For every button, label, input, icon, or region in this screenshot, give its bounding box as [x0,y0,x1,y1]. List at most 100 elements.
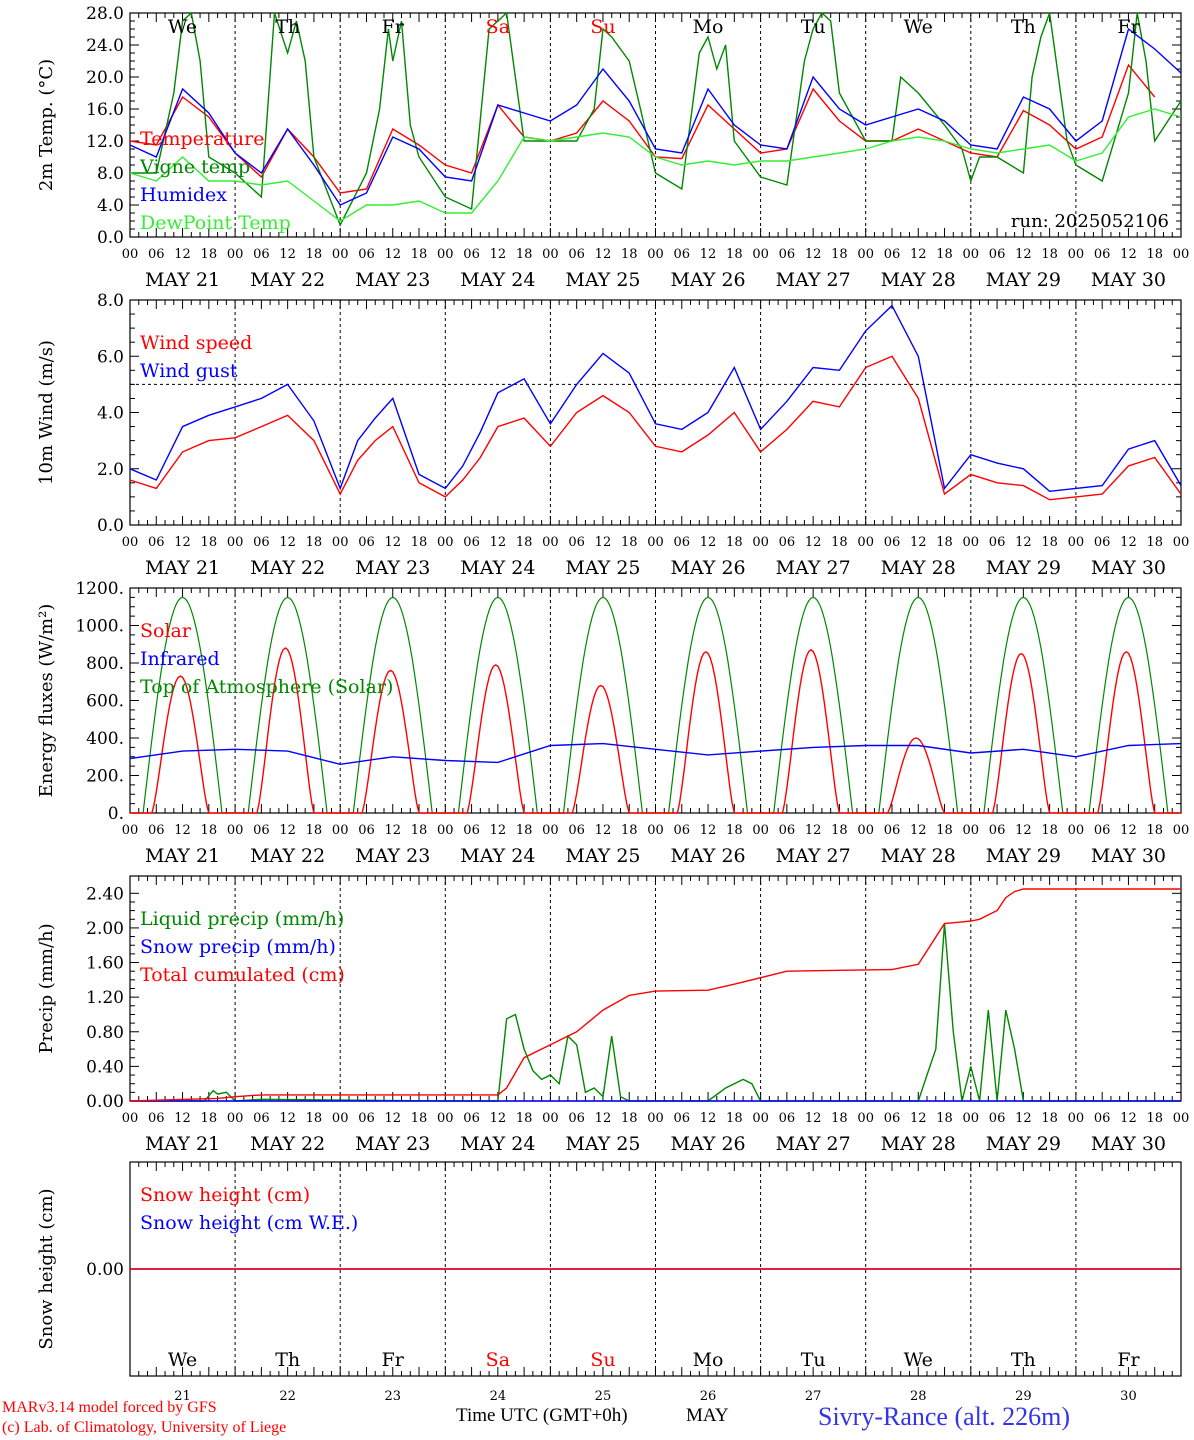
legend-entry: Wind speed [140,332,252,354]
hour-tick-label: 06 [358,823,375,838]
hour-tick-label: 12 [279,823,296,838]
hour-tick-label: 18 [831,1111,848,1126]
y-tick-label: 1000. [75,617,124,637]
legend-entry: Total cumulated (cm) [140,964,345,986]
hour-tick-label: 00 [1173,535,1190,550]
weekday-label: We [168,16,197,38]
weekday-label: Tu [801,1349,826,1371]
y-tick-label: 2.0 [97,460,124,480]
hour-tick-label: 00 [542,1111,559,1126]
date-label: MAY 23 [355,557,430,579]
date-label: MAY 24 [460,845,535,867]
date-label: MAY 25 [565,269,640,291]
y-tick-label: 12.0 [86,132,124,152]
day-number: 27 [805,1389,822,1404]
hour-tick-label: 12 [384,535,401,550]
hour-tick-label: 00 [227,535,244,550]
date-label: MAY 28 [881,269,956,291]
weekday-label: We [904,16,933,38]
hour-tick-label: 12 [384,823,401,838]
hour-tick-label: 06 [148,535,165,550]
series-line [129,888,1181,1102]
hour-tick-label: 06 [463,247,480,262]
date-label: MAY 22 [250,557,325,579]
hour-tick-label: 18 [831,535,848,550]
weekday-label: Th [1011,16,1036,38]
hour-tick-label: 06 [1094,535,1111,550]
day-number: 30 [1120,1389,1137,1404]
hour-tick-label: 00 [542,247,559,262]
hour-tick-label: 06 [253,823,270,838]
y-tick-label: 2.40 [86,884,124,904]
hour-tick-label: 12 [279,247,296,262]
hour-tick-label: 12 [805,247,822,262]
date-label: MAY 24 [460,1133,535,1155]
hour-tick-label: 00 [227,247,244,262]
date-label: MAY 22 [250,845,325,867]
hour-tick-label: 12 [174,535,191,550]
hour-tick-label: 00 [332,823,349,838]
hour-tick-label: 00 [332,535,349,550]
hour-tick-label: 18 [1146,247,1163,262]
hour-tick-label: 12 [1015,1111,1032,1126]
hour-tick-label: 12 [910,247,927,262]
day-number: 24 [490,1389,507,1404]
legend-entry: Top of Atmosphere (Solar) [140,676,393,698]
hour-tick-label: 06 [674,535,691,550]
weekday-label: Su [590,16,615,38]
weekday-label: Th [275,1349,300,1371]
month-label: MAY [686,1405,729,1426]
hour-tick-label: 06 [358,1111,375,1126]
date-label: MAY 28 [881,557,956,579]
y-tick-label: 24.0 [86,36,124,56]
hour-tick-label: 06 [253,1111,270,1126]
panel-2: 0.0 2.0 4.0 6.0 8.0 10m Wind (m/s) 00 06 12 18 00 0… [36,291,1189,579]
y-tick-label: 600. [86,692,124,712]
date-label: MAY 21 [145,1133,220,1155]
hour-tick-label: 18 [201,535,218,550]
date-label: MAY 21 [145,557,220,579]
hour-tick-label: 18 [306,535,323,550]
weekday-label: Th [275,16,300,38]
plot-frame [129,12,1182,238]
hour-tick-label: 12 [700,823,717,838]
hour-tick-label: 12 [700,247,717,262]
hour-tick-label: 12 [490,1111,507,1126]
hour-tick-label: 00 [437,247,454,262]
date-label: MAY 24 [460,557,535,579]
series-line [129,27,1182,206]
hour-tick-label: 06 [779,1111,796,1126]
hour-tick-label: 18 [201,1111,218,1126]
hour-tick-label: 18 [1041,823,1058,838]
hour-tick-label: 12 [174,247,191,262]
hour-tick-label: 00 [1173,247,1190,262]
hour-tick-label: 00 [437,535,454,550]
hour-tick-label: 12 [384,1111,401,1126]
hour-tick-label: 06 [884,535,901,550]
hour-tick-label: 18 [516,535,533,550]
hour-tick-label: 18 [1146,535,1163,550]
hour-tick-label: 00 [647,247,664,262]
hour-tick-label: 00 [1173,823,1190,838]
hour-tick-label: 06 [463,535,480,550]
hour-tick-label: 18 [726,1111,743,1126]
hour-tick-label: 12 [490,247,507,262]
date-label: MAY 21 [145,269,220,291]
hour-tick-label: 06 [358,535,375,550]
hour-tick-label: 00 [857,1111,874,1126]
hour-tick-label: 12 [279,1111,296,1126]
weekday-label: Th [1011,1349,1036,1371]
hour-tick-label: 00 [1173,1111,1190,1126]
y-tick-label: 4.0 [97,404,124,424]
date-label: MAY 27 [776,269,851,291]
hour-tick-label: 06 [989,247,1006,262]
y-tick-label: 20.0 [86,68,124,88]
hour-tick-label: 18 [726,535,743,550]
legend-entry: Humidex [140,184,227,206]
hour-tick-label: 06 [1094,247,1111,262]
weekday-label: Fr [1117,16,1140,38]
hour-tick-label: 00 [122,823,139,838]
y-axis-label: Precip (mm/h) [36,923,57,1053]
solar-line [130,647,1181,814]
hour-tick-label: 12 [805,823,822,838]
